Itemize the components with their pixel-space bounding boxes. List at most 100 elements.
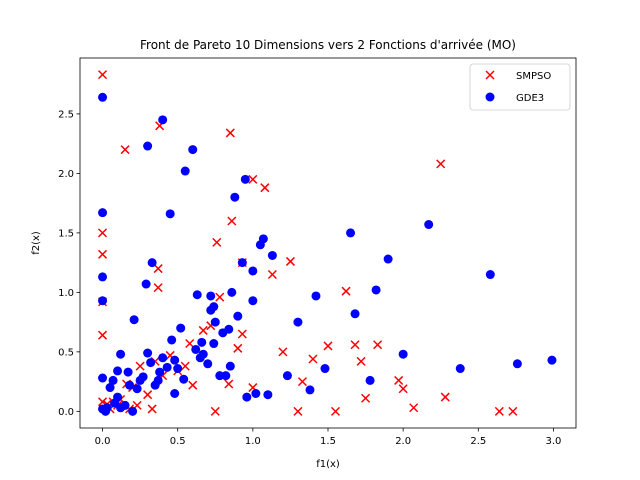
point-gde3 — [227, 287, 237, 297]
point-gde3 — [143, 348, 153, 358]
point-smpso — [153, 283, 163, 293]
point-gde3 — [116, 349, 126, 359]
point-smpso — [285, 256, 295, 266]
point-gde3 — [485, 270, 495, 280]
point-smpso — [210, 406, 220, 416]
point-gde3 — [311, 291, 321, 301]
point-smpso — [233, 343, 243, 353]
point-gde3 — [143, 141, 153, 151]
point-smpso — [308, 354, 318, 364]
point-gde3 — [98, 296, 108, 306]
point-smpso — [98, 70, 108, 80]
point-gde3 — [165, 209, 175, 219]
point-smpso — [224, 379, 234, 389]
point-gde3 — [176, 323, 186, 333]
point-gde3 — [282, 371, 292, 381]
point-gde3 — [248, 296, 258, 306]
point-gde3 — [383, 254, 393, 264]
point-gde3 — [263, 390, 273, 400]
point-gde3 — [346, 228, 356, 238]
point-smpso — [227, 216, 237, 226]
point-gde3 — [153, 375, 163, 385]
point-smpso — [237, 329, 247, 339]
legend-label-smpso: SMPSO — [516, 71, 551, 82]
point-gde3 — [512, 359, 522, 369]
point-gde3 — [267, 250, 277, 260]
point-gde3 — [221, 371, 231, 381]
y-tick-label: 2.5 — [58, 109, 74, 120]
y-tick-label: 2.0 — [58, 169, 74, 180]
point-gde3 — [547, 355, 557, 365]
point-smpso — [153, 264, 163, 274]
point-smpso — [225, 128, 235, 138]
point-gde3 — [210, 317, 220, 327]
point-gde3 — [225, 361, 235, 371]
point-smpso — [361, 393, 371, 403]
point-smpso — [98, 228, 108, 238]
point-gde3 — [293, 317, 303, 327]
data-points-layer — [98, 70, 557, 416]
point-gde3 — [170, 388, 180, 398]
point-gde3 — [138, 372, 148, 382]
point-gde3 — [424, 220, 434, 230]
point-gde3 — [455, 364, 465, 374]
point-smpso — [494, 406, 504, 416]
point-gde3 — [198, 349, 208, 359]
point-gde3 — [120, 400, 130, 410]
point-gde3 — [192, 290, 202, 300]
point-gde3 — [224, 324, 234, 334]
legend-item-smpso: SMPSO — [485, 70, 551, 82]
x-tick-label: 3.0 — [546, 436, 562, 447]
point-gde3 — [191, 344, 201, 354]
x-tick-label: 1.0 — [245, 436, 261, 447]
point-gde3 — [98, 272, 108, 282]
point-gde3 — [233, 311, 243, 321]
point-gde3 — [197, 337, 207, 347]
point-smpso — [120, 145, 130, 155]
point-smpso — [323, 341, 333, 351]
point-gde3 — [113, 392, 123, 402]
point-gde3 — [147, 258, 157, 268]
point-gde3 — [170, 355, 180, 365]
point-gde3 — [230, 192, 240, 202]
point-smpso — [248, 174, 258, 184]
point-gde3 — [158, 115, 168, 125]
point-gde3 — [365, 375, 375, 385]
point-smpso — [98, 330, 108, 340]
point-gde3 — [102, 403, 112, 413]
y-tick-label: 1.5 — [58, 228, 74, 239]
point-gde3 — [128, 406, 138, 416]
point-smpso — [394, 375, 404, 385]
point-smpso — [373, 340, 383, 350]
point-smpso — [185, 339, 195, 349]
point-smpso — [98, 249, 108, 259]
x-tick-label: 2.5 — [470, 436, 486, 447]
point-gde3 — [155, 367, 165, 377]
y-tick-label: 0.5 — [58, 347, 74, 358]
point-smpso — [267, 269, 277, 280]
legend-marker-smpso — [485, 70, 495, 80]
point-gde3 — [398, 349, 408, 359]
legend-item-gde3: GDE3 — [485, 92, 544, 104]
point-gde3 — [188, 145, 198, 155]
y-axis-ticks: 0.0 0.5 1.0 1.5 2.0 2.5 — [58, 109, 80, 418]
legend-label-gde3: GDE3 — [516, 93, 544, 104]
point-gde3 — [242, 392, 252, 402]
point-gde3 — [141, 279, 151, 289]
chart-title: Front de Pareto 10 Dimensions vers 2 Fon… — [140, 38, 516, 52]
point-smpso — [398, 384, 408, 394]
point-gde3 — [203, 359, 213, 369]
legend-box — [469, 63, 571, 111]
point-gde3 — [350, 309, 360, 319]
point-gde3 — [209, 339, 219, 349]
point-gde3 — [251, 388, 261, 398]
point-gde3 — [98, 92, 108, 102]
legend-marker-gde3 — [485, 92, 495, 102]
point-smpso — [297, 377, 307, 387]
y-axis-label: f2(x) — [31, 231, 42, 255]
point-gde3 — [371, 285, 381, 295]
point-gde3 — [206, 291, 216, 301]
y-tick-label: 0.0 — [58, 407, 74, 418]
point-gde3 — [158, 353, 168, 363]
